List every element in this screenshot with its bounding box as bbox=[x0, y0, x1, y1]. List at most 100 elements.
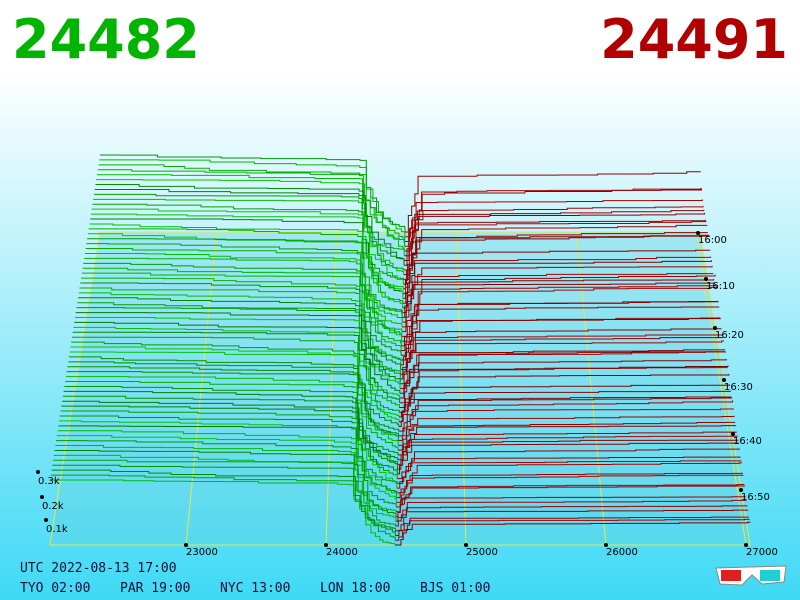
ask-depth-line bbox=[399, 373, 730, 413]
bid-depth-line bbox=[51, 469, 396, 536]
bid-depth-line bbox=[91, 208, 404, 285]
x-axis-label: 23000 bbox=[186, 547, 218, 558]
bid-depth-line bbox=[100, 154, 406, 232]
ask-depth-line bbox=[400, 349, 725, 385]
ask-depth-line bbox=[398, 400, 734, 437]
ask-depth-line bbox=[403, 232, 709, 280]
ask-depth-line bbox=[402, 279, 715, 318]
utc-time: UTC 2022-08-13 17:00 bbox=[20, 561, 177, 576]
ask-depth-line bbox=[397, 448, 740, 480]
bid-depth-line bbox=[66, 371, 399, 441]
world-clock: PAR 19:00 bbox=[120, 581, 190, 596]
ask-depth-line bbox=[395, 509, 749, 532]
bid-depth-line bbox=[83, 262, 403, 337]
bid-depth-line bbox=[55, 445, 397, 512]
x-axis-label: 26000 bbox=[606, 547, 638, 558]
ask-depth-line bbox=[398, 390, 731, 423]
ask-depth-line bbox=[399, 351, 727, 394]
bid-depth-line bbox=[76, 307, 401, 380]
ask-depth-line bbox=[395, 521, 751, 546]
bid-depth-line bbox=[79, 287, 402, 361]
bid-depth-line bbox=[68, 356, 400, 427]
bid-depth-line bbox=[71, 336, 400, 408]
ask-depth-line bbox=[400, 328, 722, 366]
bid-depth-line bbox=[50, 474, 396, 541]
time-label: 16:20 bbox=[715, 330, 744, 341]
ask-depth-line bbox=[403, 235, 710, 290]
ask-depth-line bbox=[396, 485, 746, 513]
grid-line bbox=[456, 231, 467, 546]
bid-depth-line bbox=[94, 188, 405, 266]
ask-depth-line bbox=[396, 472, 743, 499]
bid-depth-line bbox=[72, 331, 401, 403]
tick-dot bbox=[36, 470, 40, 474]
ask-depth-line bbox=[398, 421, 736, 451]
ask-depth-line bbox=[397, 431, 737, 461]
ask-depth-line bbox=[404, 212, 706, 261]
tick-dot bbox=[40, 495, 44, 499]
tick-dot bbox=[739, 488, 743, 492]
world-clock: LON 18:00 bbox=[320, 581, 390, 596]
x-axis-label: 27000 bbox=[746, 547, 778, 558]
ask-depth-line bbox=[403, 224, 708, 276]
bid-depth-line bbox=[65, 376, 399, 446]
ask-depth-line bbox=[395, 505, 748, 527]
ask-depth-line bbox=[403, 219, 706, 266]
bid-depth-line bbox=[96, 174, 405, 251]
bid-depth-line bbox=[60, 410, 398, 479]
tick-dot bbox=[713, 326, 717, 330]
x-axis-label: 24000 bbox=[326, 547, 358, 558]
bid-depth-line bbox=[87, 238, 403, 313]
depth-label: 0.3k bbox=[38, 476, 60, 487]
ask-depth-line bbox=[401, 284, 717, 333]
ask-depth-line bbox=[396, 460, 742, 489]
time-label: 16:10 bbox=[706, 281, 735, 292]
tick-dot bbox=[704, 277, 708, 281]
world-clock: BJS 01:00 bbox=[420, 581, 490, 596]
bid-depth-line bbox=[64, 385, 399, 455]
tick-dot bbox=[696, 231, 700, 235]
bid-depth-line bbox=[68, 361, 400, 432]
ask-depth-line bbox=[396, 474, 744, 503]
bid-depth-line bbox=[50, 479, 396, 545]
tick-dot bbox=[324, 543, 328, 547]
ask-depth-line bbox=[402, 260, 712, 304]
tick-dot bbox=[604, 543, 608, 547]
bid-price: 24482 bbox=[12, 8, 200, 71]
world-clock: NYC 13:00 bbox=[220, 581, 290, 596]
bid-depth-line bbox=[62, 400, 398, 470]
ask-depth-line bbox=[404, 188, 703, 242]
ask-depth-line bbox=[397, 442, 740, 475]
bid-depth-line bbox=[96, 179, 405, 256]
bid-depth-line bbox=[67, 366, 399, 436]
tick-dot bbox=[464, 543, 468, 547]
ask-depth-line bbox=[402, 273, 714, 314]
ask-depth-line bbox=[398, 396, 732, 427]
x-axis-label: 25000 bbox=[466, 547, 498, 558]
ask-depth-line bbox=[398, 397, 733, 432]
bid-depth-line bbox=[87, 233, 404, 308]
bid-depth-line bbox=[71, 341, 400, 413]
bid-depth-line bbox=[84, 252, 403, 327]
depth-label: 0.2k bbox=[42, 501, 64, 512]
bid-depth-line bbox=[81, 277, 402, 351]
tick-dot bbox=[44, 518, 48, 522]
ask-depth-line bbox=[399, 384, 731, 418]
ask-depth-line bbox=[399, 365, 729, 408]
tick-dot bbox=[744, 543, 748, 547]
ask-depth-line bbox=[399, 367, 728, 404]
time-label: 16:50 bbox=[741, 492, 770, 503]
grid-line bbox=[696, 231, 747, 546]
ask-depth-line bbox=[395, 496, 746, 518]
ask-depth-line bbox=[397, 439, 739, 470]
bid-depth-line bbox=[62, 395, 399, 465]
tick-dot bbox=[731, 432, 735, 436]
bid-depth-line bbox=[56, 435, 397, 503]
bid-depth-line bbox=[61, 405, 398, 474]
ask-price: 24491 bbox=[600, 8, 788, 71]
bid-depth-line bbox=[93, 198, 405, 275]
bid-depth-line bbox=[65, 381, 399, 451]
ask-depth-line bbox=[401, 286, 718, 337]
depth-label: 0.1k bbox=[46, 524, 68, 535]
